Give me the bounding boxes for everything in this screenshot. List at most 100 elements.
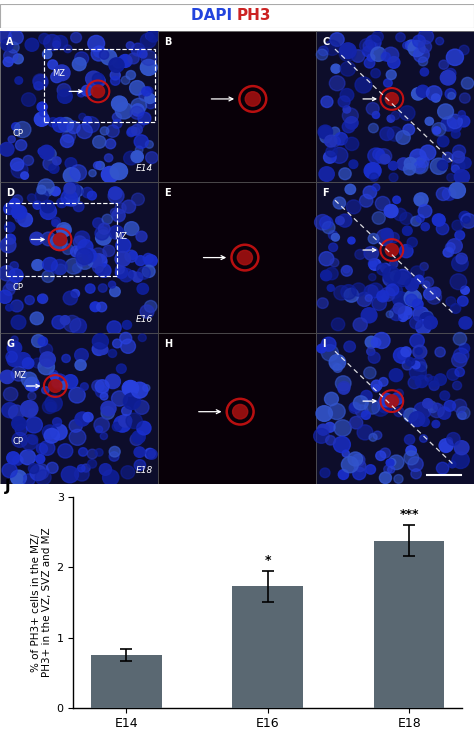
Text: E16: E16 [136, 315, 153, 324]
Circle shape [389, 173, 398, 182]
Circle shape [397, 158, 410, 170]
Circle shape [386, 459, 394, 467]
Circle shape [62, 130, 75, 142]
Circle shape [32, 464, 49, 480]
Circle shape [444, 400, 456, 411]
Circle shape [138, 334, 146, 341]
Circle shape [100, 464, 111, 475]
Circle shape [58, 117, 73, 132]
Circle shape [132, 430, 145, 443]
Circle shape [128, 53, 139, 64]
Circle shape [32, 358, 42, 368]
Circle shape [108, 349, 117, 357]
Circle shape [459, 317, 472, 329]
Circle shape [420, 417, 429, 426]
Circle shape [415, 275, 424, 284]
Circle shape [316, 49, 328, 60]
Circle shape [447, 174, 455, 181]
Circle shape [331, 147, 348, 164]
Circle shape [415, 375, 428, 388]
Circle shape [447, 49, 464, 66]
Circle shape [338, 383, 349, 394]
Circle shape [79, 447, 88, 456]
Circle shape [98, 345, 108, 354]
Circle shape [143, 254, 153, 263]
Circle shape [432, 420, 440, 427]
Circle shape [445, 438, 453, 444]
Circle shape [380, 448, 391, 458]
Circle shape [62, 354, 70, 363]
Circle shape [42, 270, 54, 282]
Circle shape [145, 448, 155, 458]
Circle shape [32, 259, 43, 270]
Circle shape [364, 163, 381, 179]
Circle shape [357, 425, 373, 440]
Circle shape [355, 77, 372, 93]
Circle shape [50, 424, 67, 440]
Circle shape [344, 341, 356, 352]
Circle shape [124, 151, 138, 165]
Circle shape [60, 135, 74, 147]
Circle shape [9, 268, 23, 282]
Circle shape [93, 136, 106, 148]
Circle shape [15, 213, 26, 223]
Circle shape [384, 204, 398, 217]
Circle shape [100, 393, 108, 400]
Circle shape [341, 456, 358, 472]
Circle shape [368, 123, 378, 133]
Circle shape [345, 137, 359, 150]
Text: D: D [6, 188, 14, 198]
Circle shape [69, 419, 82, 433]
Circle shape [359, 195, 373, 207]
Circle shape [446, 242, 455, 252]
Circle shape [333, 364, 342, 372]
Circle shape [108, 188, 124, 203]
Circle shape [71, 290, 80, 298]
Circle shape [385, 244, 399, 256]
Circle shape [403, 164, 416, 175]
Circle shape [245, 91, 260, 106]
Circle shape [316, 405, 332, 422]
Circle shape [7, 452, 19, 464]
Circle shape [399, 313, 407, 321]
Circle shape [114, 416, 131, 432]
Circle shape [422, 281, 430, 288]
Circle shape [130, 433, 143, 445]
Circle shape [21, 93, 36, 106]
Circle shape [453, 145, 465, 158]
Circle shape [12, 205, 27, 219]
Circle shape [355, 249, 365, 259]
Circle shape [433, 127, 441, 134]
Circle shape [454, 170, 469, 184]
Circle shape [333, 436, 350, 453]
Circle shape [130, 106, 144, 119]
Circle shape [109, 57, 124, 72]
Circle shape [381, 52, 390, 61]
Circle shape [77, 90, 85, 97]
Circle shape [52, 315, 66, 329]
Circle shape [3, 388, 18, 401]
Circle shape [388, 467, 395, 473]
Circle shape [386, 70, 396, 80]
Circle shape [147, 30, 160, 42]
Circle shape [421, 223, 429, 231]
Circle shape [103, 245, 115, 256]
Circle shape [95, 449, 103, 456]
Circle shape [403, 124, 415, 136]
Circle shape [60, 382, 68, 389]
Circle shape [82, 85, 93, 96]
Circle shape [417, 156, 429, 167]
Circle shape [459, 343, 470, 353]
Circle shape [320, 270, 332, 281]
Circle shape [77, 465, 85, 472]
Circle shape [142, 265, 155, 277]
Circle shape [383, 267, 400, 283]
Circle shape [343, 106, 351, 113]
Circle shape [75, 349, 88, 362]
Circle shape [18, 213, 33, 227]
Circle shape [12, 433, 27, 447]
Circle shape [411, 469, 421, 479]
Circle shape [58, 444, 73, 458]
Y-axis label: % of PH3+ cells in the MZ/
PH3+ in the VZ, SVZ and MZ: % of PH3+ cells in the MZ/ PH3+ in the V… [31, 528, 53, 677]
Circle shape [137, 283, 148, 294]
